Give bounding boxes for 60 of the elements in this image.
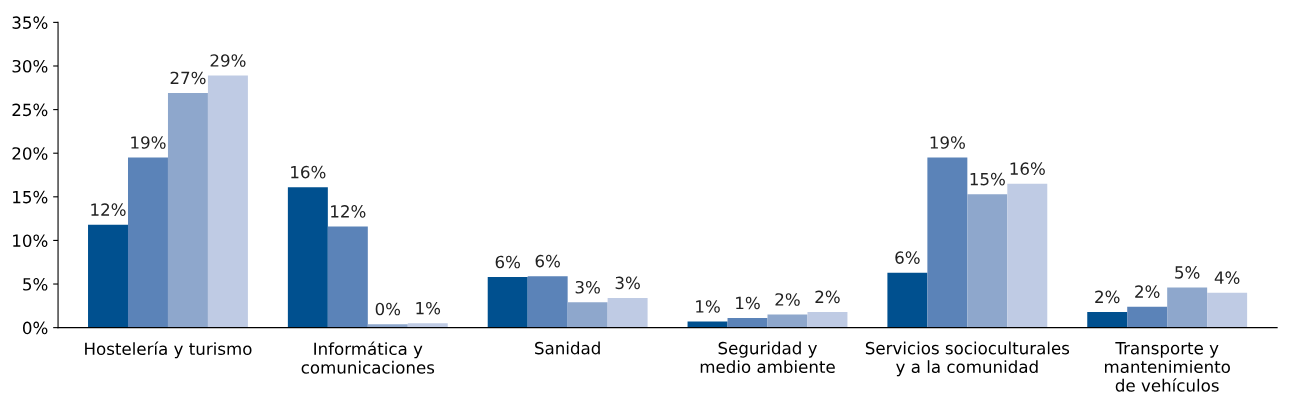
bar bbox=[567, 302, 608, 328]
y-tick-label: 5% bbox=[23, 277, 48, 291]
x-tick-label: Servicios socioculturales y a la comunidad bbox=[865, 341, 1070, 377]
bar bbox=[1087, 311, 1128, 328]
data-label: 16% bbox=[1010, 162, 1045, 175]
y-tick-label: 25% bbox=[12, 103, 48, 117]
bar bbox=[607, 297, 648, 328]
data-label: 12% bbox=[331, 205, 366, 218]
x-tick-label: Sanidad bbox=[535, 341, 600, 355]
data-label: 3% bbox=[575, 280, 600, 294]
y-tick-label: 35% bbox=[12, 16, 48, 29]
bar bbox=[88, 224, 128, 328]
bar bbox=[727, 318, 768, 328]
bar bbox=[967, 194, 1008, 328]
data-label: 29% bbox=[210, 54, 246, 67]
bar bbox=[487, 277, 528, 328]
data-label: 19% bbox=[131, 136, 166, 149]
bar bbox=[1167, 287, 1208, 328]
data-label: 2% bbox=[815, 290, 840, 304]
y-tick-label: 10% bbox=[13, 234, 48, 247]
bar bbox=[807, 311, 848, 328]
data-label: 16% bbox=[291, 165, 326, 179]
data-label: 2% bbox=[1135, 285, 1160, 298]
data-label: 1% bbox=[416, 301, 441, 315]
data-label: 2% bbox=[775, 293, 800, 306]
bar bbox=[327, 226, 368, 328]
data-label: 12% bbox=[91, 203, 126, 216]
bar bbox=[767, 314, 808, 328]
bar bbox=[287, 187, 328, 328]
bar bbox=[1207, 292, 1248, 328]
bar bbox=[207, 75, 248, 328]
data-label: 6% bbox=[895, 251, 920, 264]
data-label: 0% bbox=[375, 302, 401, 316]
y-tick-label: 30% bbox=[12, 59, 48, 73]
bar bbox=[407, 323, 448, 328]
x-tick-label: Informática y comunicaciones bbox=[301, 341, 435, 374]
y-tick-label: 20% bbox=[12, 147, 48, 160]
data-label: 1% bbox=[696, 300, 720, 313]
bar bbox=[167, 93, 208, 328]
bar bbox=[1007, 183, 1048, 328]
bar bbox=[1127, 306, 1168, 328]
data-label: 6% bbox=[495, 255, 520, 269]
data-label: 1% bbox=[736, 296, 760, 310]
y-tick-label: 15% bbox=[13, 190, 48, 204]
bar bbox=[887, 272, 928, 328]
x-tick-label: Seguridad y medio ambiente bbox=[700, 341, 835, 374]
data-label: 19% bbox=[930, 136, 965, 149]
x-tick-label: Transporte y mantenimiento de vehículos bbox=[1105, 342, 1230, 392]
data-label: 5% bbox=[1175, 266, 1200, 279]
data-label: 4% bbox=[1214, 271, 1240, 284]
bar bbox=[927, 157, 968, 328]
data-label: 15% bbox=[970, 172, 1005, 186]
bar bbox=[128, 157, 168, 328]
data-label: 6% bbox=[535, 254, 560, 268]
data-label: 3% bbox=[615, 276, 640, 290]
bar bbox=[527, 276, 568, 328]
y-tick-label: 0% bbox=[22, 321, 48, 335]
x-tick-label: Hostelería y turismo bbox=[85, 341, 252, 359]
data-label: 27% bbox=[170, 71, 206, 85]
data-label: 2% bbox=[1095, 290, 1120, 304]
